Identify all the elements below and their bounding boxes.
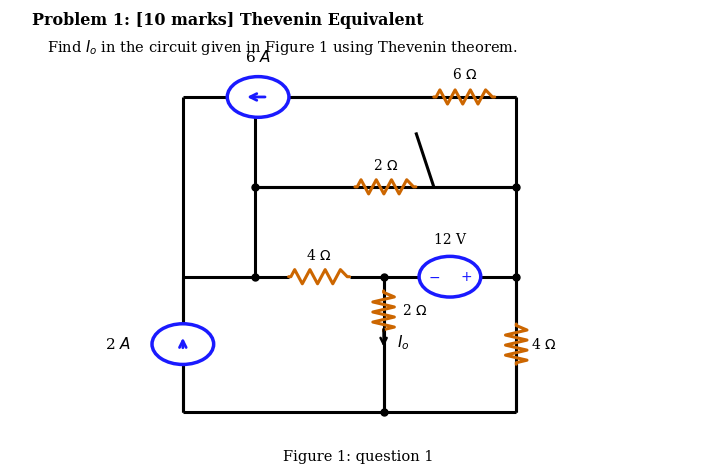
Circle shape (419, 256, 480, 297)
Text: Figure 1: question 1: Figure 1: question 1 (283, 450, 434, 464)
Text: 6 $A$: 6 $A$ (245, 49, 271, 65)
Text: $+$: $+$ (460, 270, 472, 284)
Circle shape (152, 324, 214, 364)
Text: 2 $\Omega$: 2 $\Omega$ (402, 304, 427, 318)
Text: $I_o$: $I_o$ (397, 333, 409, 352)
Text: $-$: $-$ (428, 270, 440, 284)
Circle shape (227, 77, 289, 117)
Text: 6 $\Omega$: 6 $\Omega$ (452, 67, 477, 82)
Text: Problem 1: [10 marks] Thevenin Equivalent: Problem 1: [10 marks] Thevenin Equivalen… (32, 12, 424, 29)
Text: Find $I_o$ in the circuit given in Figure 1 using Thevenin theorem.: Find $I_o$ in the circuit given in Figur… (47, 38, 518, 57)
Text: 4 $\Omega$: 4 $\Omega$ (306, 247, 332, 263)
Text: 4 $\Omega$: 4 $\Omega$ (531, 337, 556, 351)
Text: 2 $\Omega$: 2 $\Omega$ (373, 158, 398, 173)
Text: 12 V: 12 V (434, 233, 466, 247)
Text: 2 $A$: 2 $A$ (105, 336, 130, 352)
